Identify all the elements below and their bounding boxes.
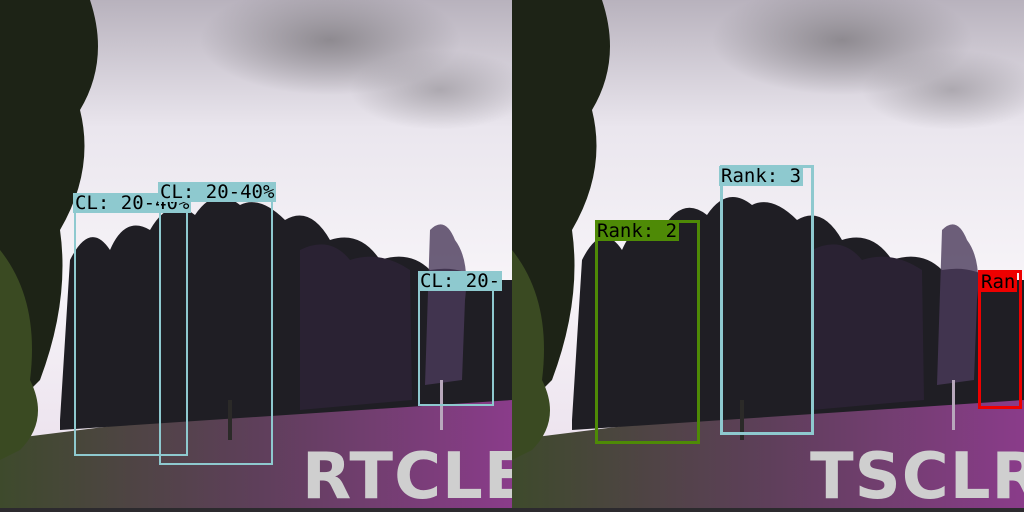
method-label: RTCLE — [302, 440, 512, 512]
detection-label: Rank: 2 — [595, 220, 680, 242]
detection-box — [595, 220, 700, 444]
method-label: TSCLR — [810, 440, 1024, 512]
detection-label: Rank: 3 — [719, 165, 804, 187]
panel-tsclr: Rank: 2 Rank: 3 Ran TSCLR — [512, 0, 1024, 512]
scene-photo — [0, 0, 512, 512]
panel-rtcle: CL: 20-40% CL: 20-40% CL: 20- RTCLE — [0, 0, 512, 512]
detection-label: CL: 20-40% — [158, 181, 277, 203]
detection-label: Ran — [979, 271, 1018, 293]
detection-box — [720, 165, 814, 435]
detection-box — [159, 182, 273, 465]
detection-box — [978, 270, 1022, 409]
detection-label: CL: 20- — [418, 270, 503, 292]
